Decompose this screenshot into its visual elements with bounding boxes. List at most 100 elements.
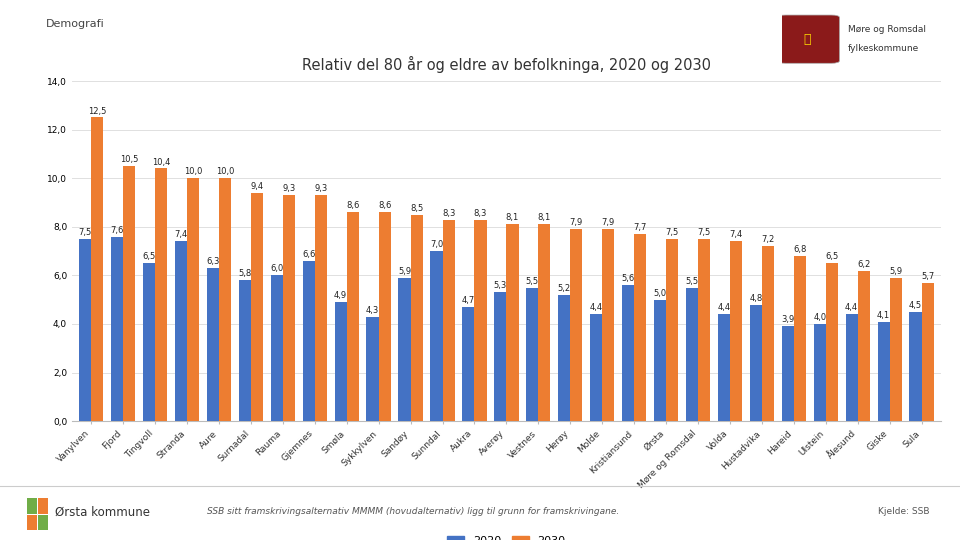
Bar: [206, 268, 219, 421]
Text: Møre og Romsdal: Møre og Romsdal: [848, 25, 925, 35]
Text: 5,9: 5,9: [398, 267, 411, 276]
Text: 12,5: 12,5: [88, 106, 107, 116]
Bar: [111, 237, 123, 421]
Text: 4,0: 4,0: [813, 313, 827, 322]
Text: 9,3: 9,3: [314, 184, 327, 193]
Text: 8,1: 8,1: [506, 213, 519, 222]
Bar: [123, 166, 135, 421]
Text: 8,6: 8,6: [346, 201, 359, 210]
Text: 7,4: 7,4: [175, 231, 187, 239]
Text: 7,5: 7,5: [698, 228, 710, 237]
Text: Ørsta kommune: Ørsta kommune: [55, 505, 150, 518]
Text: 6,0: 6,0: [270, 265, 283, 273]
Text: 8,6: 8,6: [378, 201, 392, 210]
Bar: [857, 271, 870, 421]
Bar: [37, 498, 48, 514]
Bar: [156, 168, 167, 421]
Bar: [558, 295, 570, 421]
Text: 7,9: 7,9: [602, 218, 615, 227]
Text: fylkeskommune: fylkeskommune: [848, 44, 919, 53]
Bar: [430, 251, 443, 421]
Bar: [539, 225, 550, 421]
Bar: [814, 324, 826, 421]
Text: 7,6: 7,6: [110, 226, 124, 234]
Bar: [718, 314, 730, 421]
FancyBboxPatch shape: [778, 15, 839, 63]
Text: 7,7: 7,7: [634, 223, 647, 232]
Text: 5,2: 5,2: [558, 284, 571, 293]
Text: SSB sitt framskrivingsalternativ MMMM (hovudalternativ) ligg til grunn for frams: SSB sitt framskrivingsalternativ MMMM (h…: [206, 508, 619, 516]
Bar: [506, 225, 518, 421]
Text: 6,3: 6,3: [206, 257, 220, 266]
Text: 10,0: 10,0: [216, 167, 234, 176]
Bar: [315, 195, 327, 421]
Bar: [526, 287, 539, 421]
Bar: [494, 293, 507, 421]
Bar: [794, 256, 806, 421]
Text: 5,0: 5,0: [654, 289, 666, 298]
Text: 7,5: 7,5: [79, 228, 92, 237]
Bar: [750, 305, 762, 421]
Bar: [79, 239, 91, 421]
Bar: [890, 278, 901, 421]
Text: 6,2: 6,2: [857, 260, 871, 268]
Bar: [219, 178, 231, 421]
Bar: [27, 515, 37, 530]
Bar: [143, 263, 156, 421]
Text: 8,3: 8,3: [474, 208, 488, 218]
Bar: [877, 322, 890, 421]
Bar: [271, 275, 283, 421]
Text: 8,5: 8,5: [410, 204, 423, 213]
Bar: [666, 239, 679, 421]
Text: 5,5: 5,5: [685, 276, 699, 286]
Text: 𝓵: 𝓵: [804, 32, 810, 46]
Text: 8,1: 8,1: [538, 213, 551, 222]
Text: 5,3: 5,3: [493, 281, 507, 291]
Text: 4,4: 4,4: [845, 303, 858, 312]
Text: 7,5: 7,5: [665, 228, 679, 237]
Text: 9,4: 9,4: [251, 182, 263, 191]
Bar: [37, 515, 48, 530]
Text: Demografi: Demografi: [46, 19, 105, 29]
Bar: [622, 285, 635, 421]
Bar: [239, 280, 251, 421]
Bar: [334, 302, 347, 421]
Bar: [175, 241, 187, 421]
Bar: [635, 234, 646, 421]
Bar: [602, 229, 614, 421]
Text: 9,3: 9,3: [282, 184, 296, 193]
Bar: [654, 300, 666, 421]
Bar: [590, 314, 602, 421]
Bar: [698, 239, 710, 421]
Text: 5,8: 5,8: [238, 269, 252, 278]
Text: 4,7: 4,7: [462, 296, 475, 305]
Text: 10,4: 10,4: [152, 158, 170, 166]
Bar: [922, 283, 934, 421]
Bar: [367, 316, 378, 421]
Bar: [762, 246, 774, 421]
Bar: [187, 178, 199, 421]
Bar: [826, 263, 838, 421]
Text: 7,9: 7,9: [569, 218, 583, 227]
Text: 4,1: 4,1: [877, 310, 890, 320]
Bar: [730, 241, 742, 421]
Text: 3,9: 3,9: [781, 315, 795, 325]
Bar: [781, 326, 794, 421]
Text: 8,3: 8,3: [442, 208, 455, 218]
Text: 7,0: 7,0: [430, 240, 444, 249]
Text: 6,5: 6,5: [826, 252, 838, 261]
Text: 4,8: 4,8: [749, 294, 762, 302]
Bar: [251, 193, 263, 421]
Bar: [685, 287, 698, 421]
Text: 4,5: 4,5: [909, 301, 923, 310]
Text: 5,7: 5,7: [921, 272, 934, 281]
Bar: [91, 118, 104, 421]
Bar: [443, 219, 455, 421]
Bar: [347, 212, 359, 421]
Text: 7,4: 7,4: [730, 231, 743, 239]
Bar: [846, 314, 857, 421]
Text: 5,9: 5,9: [889, 267, 902, 276]
Text: 10,0: 10,0: [184, 167, 203, 176]
Text: 10,5: 10,5: [120, 155, 138, 164]
Text: 4,4: 4,4: [589, 303, 603, 312]
